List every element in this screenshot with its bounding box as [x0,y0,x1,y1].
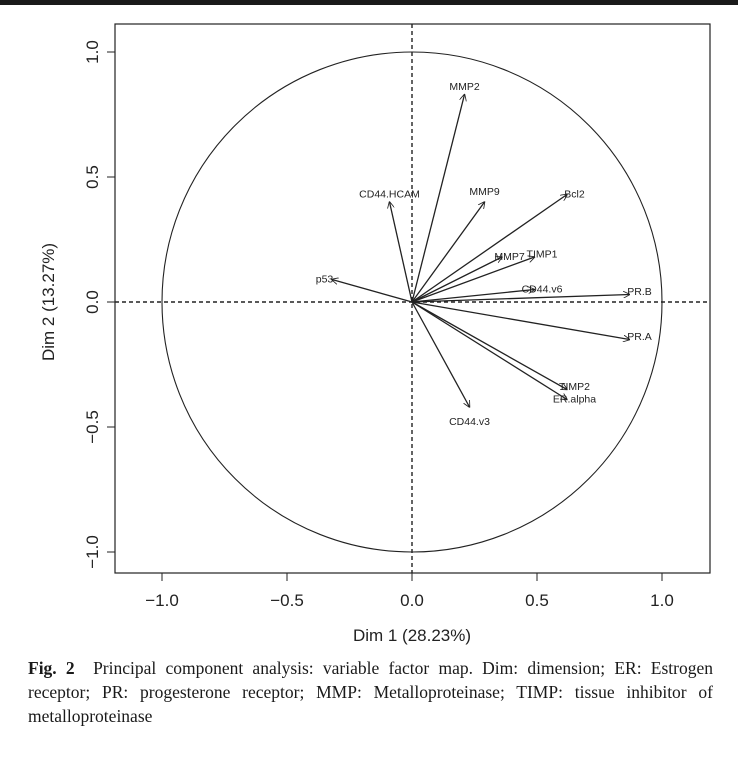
y-tick-label: −1.0 [83,535,102,569]
vector-arrow-cd44-hcam [390,202,413,303]
x-tick-label: −0.5 [270,591,304,610]
vector-label-er-alpha: ER.alpha [553,393,596,405]
y-tick-label: 0.5 [83,165,102,189]
x-tick-label: 0.5 [525,591,549,610]
y-tick-label: −0.5 [83,410,102,444]
x-tick-label: 0.0 [400,591,424,610]
vector-label-timp1: TIMP1 [527,248,558,260]
vector-label-p53: p53 [316,273,334,285]
vector-arrow-pr-a [411,301,630,340]
vector-arrow-mmp9 [411,202,485,303]
vector-label-cd44-hcam: CD44.HCAM [359,188,420,200]
caption-label: Fig. 2 [28,658,75,678]
vector-arrow-timp1 [411,257,535,303]
vector-arrow-mmp7 [411,257,502,303]
vector-label-mmp2: MMP2 [449,81,479,93]
pca-variable-map-chart: MMP2 CD44.HCAM MMP9 Bcl2 MMP7 TIMP1 p53 CD44.v6… [39,23,711,645]
x-tick-label: 1.0 [650,591,674,610]
y-tick-label: 1.0 [83,40,102,64]
figure-caption: Fig. 2 Principal component analysis: var… [28,656,713,728]
vector-arrow-er-alpha [411,301,567,400]
vector-label-timp2: TIMP2 [559,381,590,393]
x-tick-label: −1.0 [145,591,179,610]
vector-label-bcl2: Bcl2 [564,188,585,200]
caption-text: Principal component analysis: variable f… [28,658,713,726]
x-axis-title: Dim 1 (28.23%) [353,626,471,645]
vector-arrow-cd44-v6 [411,290,535,303]
vector-arrow-timp2 [411,301,567,390]
correlation-circle [161,51,663,553]
vector-arrow-mmp2 [411,95,465,303]
vector-label-mmp9: MMP9 [469,186,499,198]
vector-label-pr-a: PR.A [627,331,652,343]
top-rule [0,0,738,5]
y-tick-label: 0.0 [83,290,102,314]
vector-arrow-p53 [332,280,413,303]
vector-arrow-bcl2 [411,195,567,303]
y-axis-title: Dim 2 (13.27%) [39,243,58,361]
vector-arrow-pr-b [411,295,630,303]
vector-label-cd44-v6: CD44.v6 [522,283,563,295]
vector-label-mmp7: MMP7 [494,251,524,263]
vector-label-cd44-v3: CD44.v3 [449,416,490,428]
vector-label-pr-b: PR.B [627,286,652,298]
vector-arrow-cd44-v3 [411,301,470,407]
